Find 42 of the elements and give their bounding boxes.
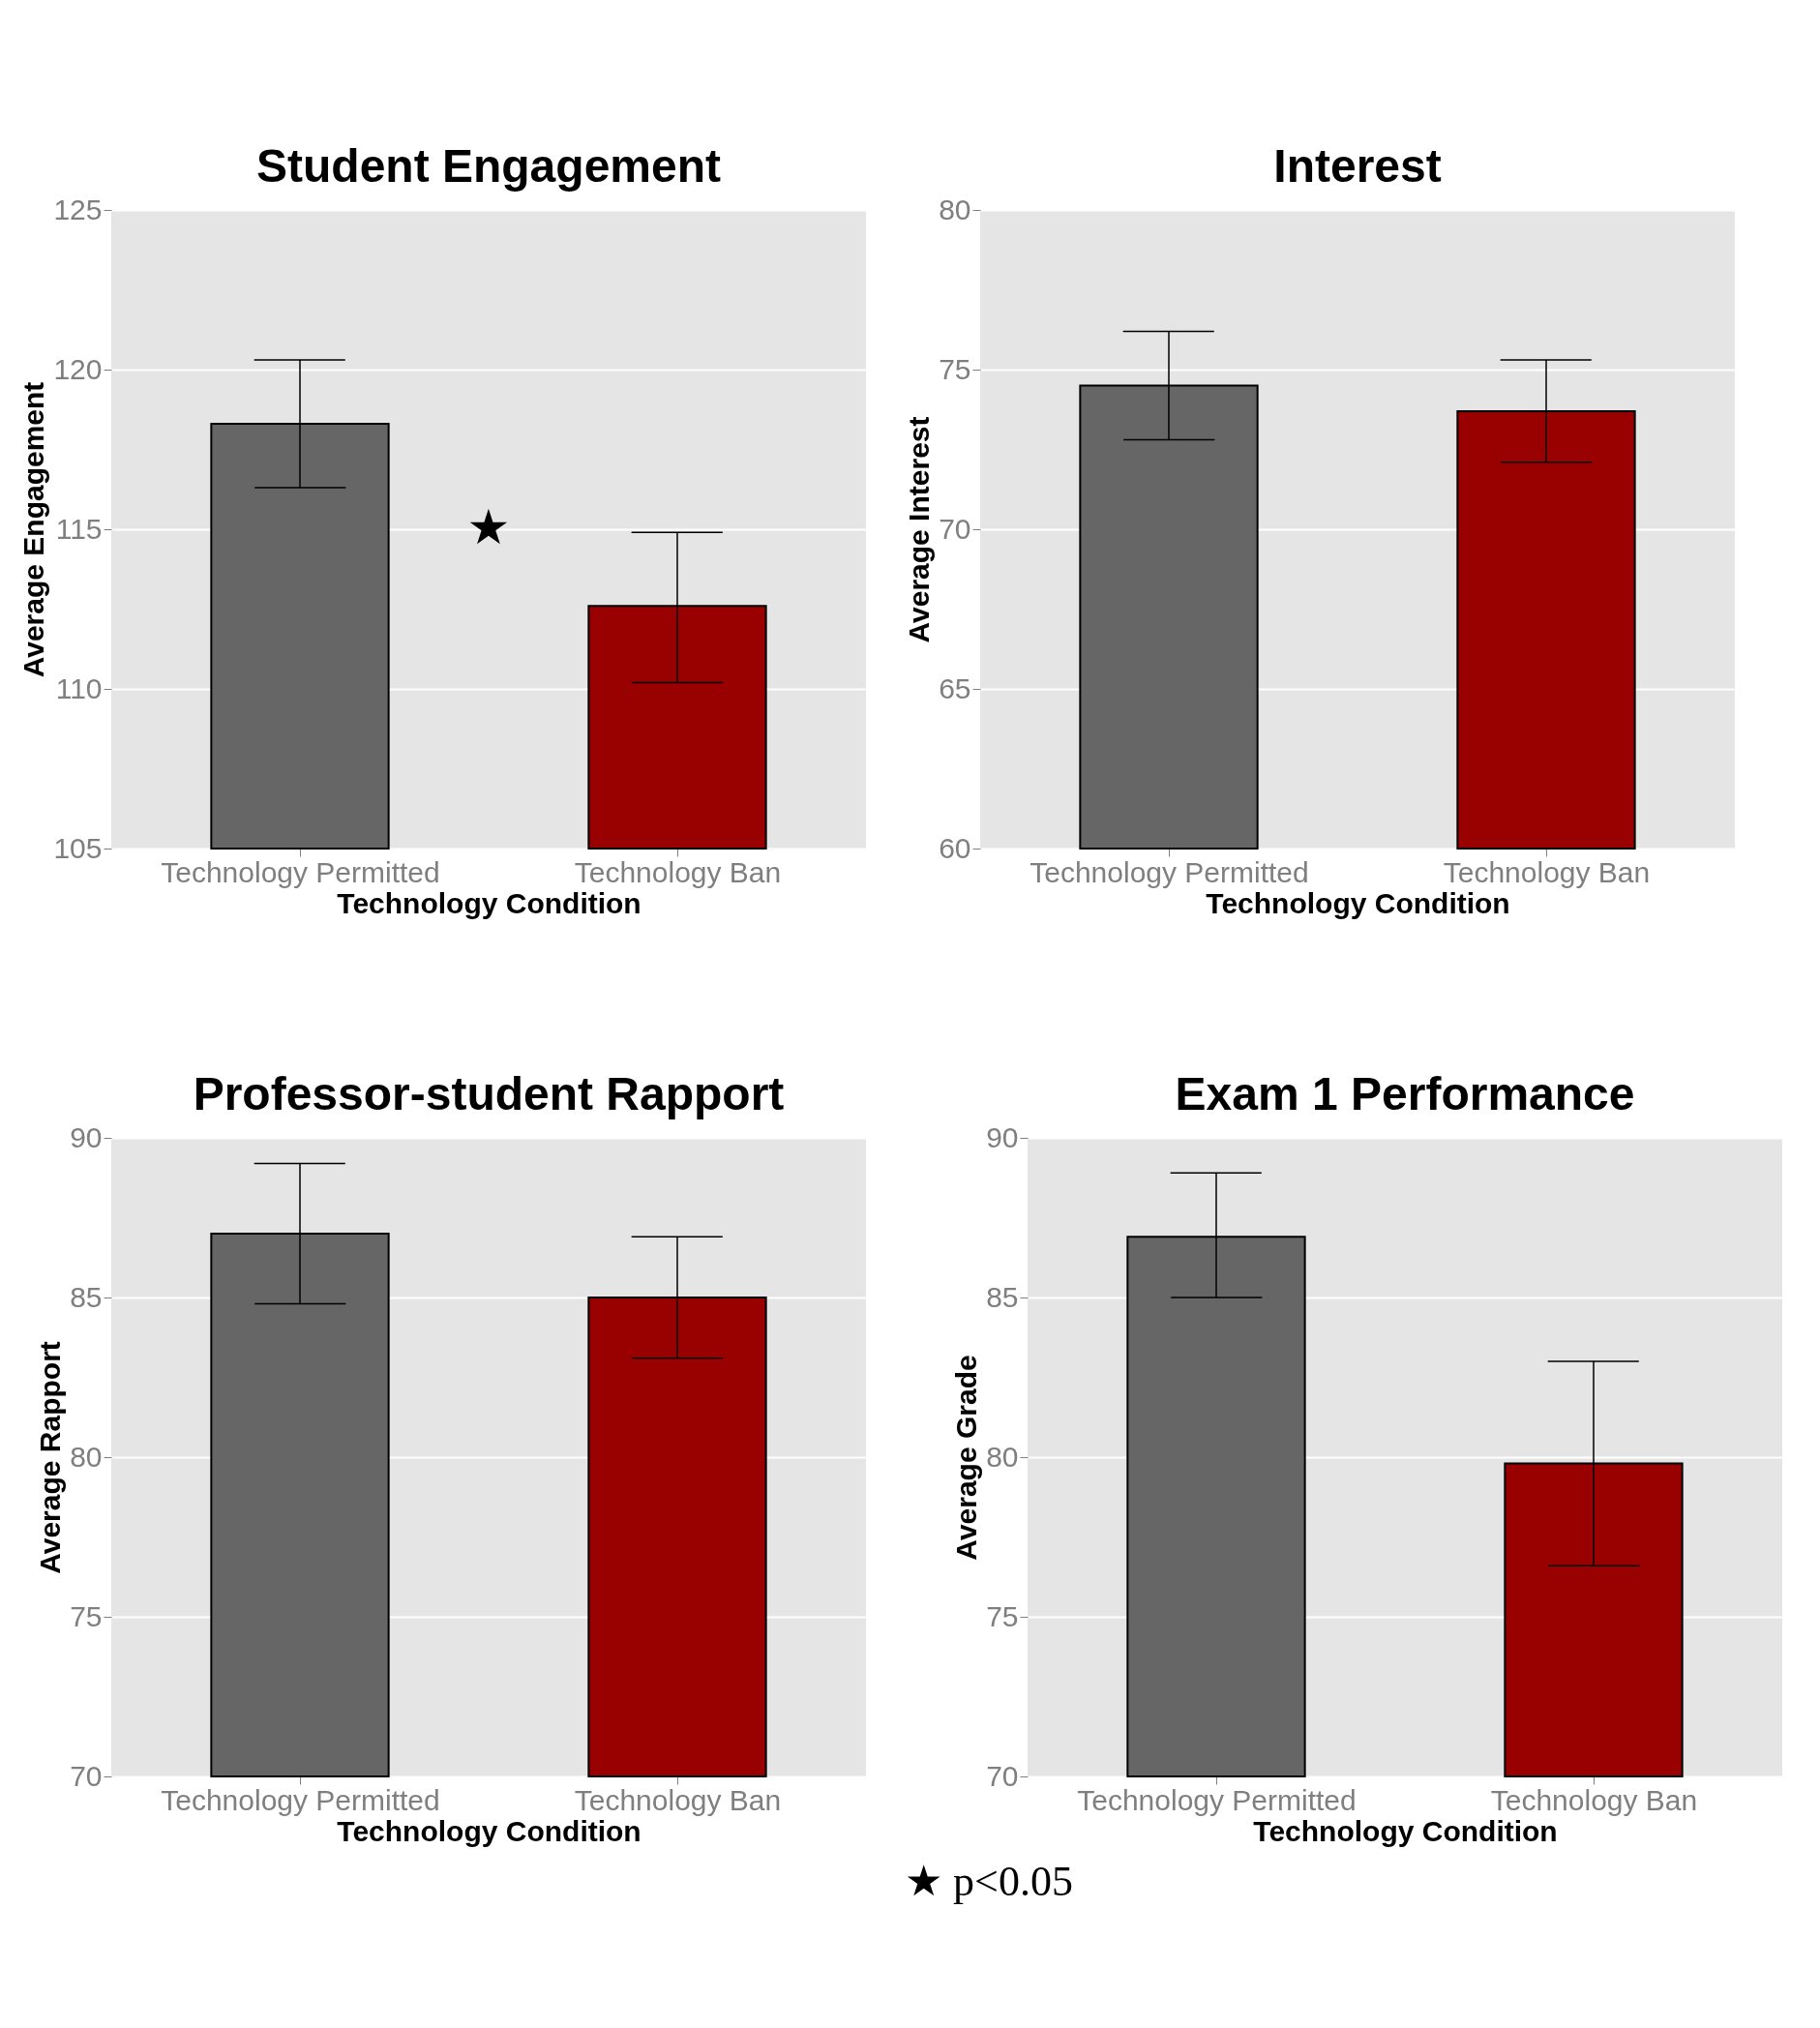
y-tick-label: 115 xyxy=(55,512,103,545)
chart-title: Interest xyxy=(1273,140,1442,192)
text: ★ p<0.05 xyxy=(905,1858,1073,1905)
y-axis-title: Average Interest xyxy=(903,416,936,643)
y-tick-label: 70 xyxy=(986,1759,1019,1792)
x-axis-title: Technology Condition xyxy=(337,886,641,919)
y-tick-label: 125 xyxy=(53,193,103,225)
y-tick-label: 90 xyxy=(986,1120,1019,1153)
y-axis-title: Average Rapport xyxy=(34,1341,67,1574)
x-tick-label: Technology Ban xyxy=(574,1783,782,1816)
y-tick-label: 75 xyxy=(986,1599,1019,1632)
y-tick-label: 85 xyxy=(986,1280,1019,1313)
y-tick-label: 90 xyxy=(70,1120,103,1153)
y-axis-title: Average Grade xyxy=(950,1355,983,1561)
x-tick-label: Technology Ban xyxy=(1443,855,1651,888)
y-tick-label: 120 xyxy=(53,352,103,385)
chart-title: Professor-student Rapport xyxy=(193,1068,785,1119)
x-tick-label: Technology Ban xyxy=(1490,1783,1698,1816)
x-tick-label: Technology Permitted xyxy=(1029,855,1309,888)
annotation: ★ xyxy=(466,499,511,555)
x-tick-label: Technology Permitted xyxy=(161,855,440,888)
y-tick-label: 70 xyxy=(70,1759,103,1792)
y-tick-label: 80 xyxy=(986,1440,1019,1473)
y-tick-label: 105 xyxy=(53,831,103,864)
chart-title: Student Engagement xyxy=(255,140,722,192)
y-tick-label: 75 xyxy=(70,1599,103,1632)
y-tick-label: 85 xyxy=(70,1280,103,1313)
chart-title: Exam 1 Performance xyxy=(1175,1068,1635,1119)
x-tick-label: Technology Ban xyxy=(574,855,782,888)
y-tick-label: 70 xyxy=(939,512,971,545)
y-tick-label: 80 xyxy=(939,193,971,225)
y-tick-label: 110 xyxy=(55,671,103,704)
x-axis-title: Technology Condition xyxy=(1253,1814,1558,1847)
y-axis-title: Average Engagement xyxy=(17,381,50,678)
x-axis-title: Technology Condition xyxy=(1206,886,1510,919)
y-tick-label: 65 xyxy=(939,671,971,704)
x-tick-label: Technology Permitted xyxy=(1077,1783,1357,1816)
y-tick-label: 80 xyxy=(70,1440,103,1473)
x-axis-title: Technology Condition xyxy=(337,1814,641,1847)
x-tick-label: Technology Permitted xyxy=(161,1783,440,1816)
y-tick-label: 75 xyxy=(939,352,971,385)
y-tick-label: 60 xyxy=(939,831,971,864)
